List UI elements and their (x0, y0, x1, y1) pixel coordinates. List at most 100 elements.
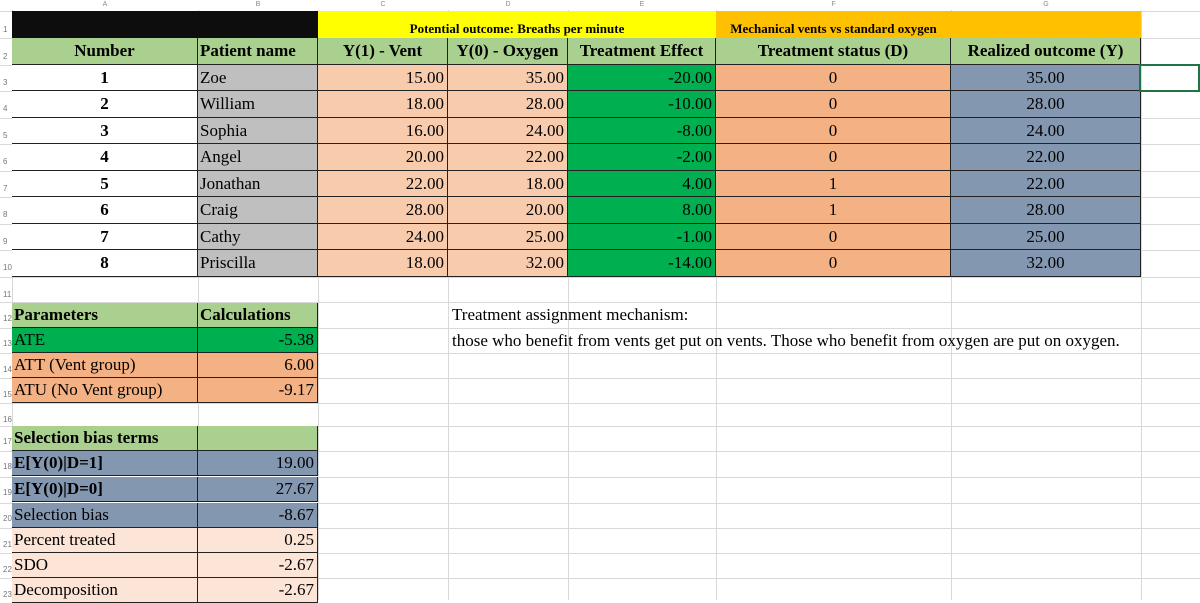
patient-name[interactable]: Angel (198, 144, 318, 171)
treatment-effect-value[interactable]: -14.00 (568, 250, 716, 277)
treatment-effect-value[interactable]: -2.00 (568, 144, 716, 171)
patient-number[interactable]: 5 (12, 171, 198, 197)
row-number[interactable]: 17 (3, 437, 12, 446)
row-number[interactable]: 3 (3, 78, 8, 87)
treatment-effect-value[interactable]: 8.00 (568, 197, 716, 224)
treatment-status-value[interactable]: 0 (716, 65, 951, 91)
treatment-mechanism-description[interactable]: those who benefit from vents get put on … (452, 331, 1120, 350)
row-number[interactable]: 5 (3, 131, 8, 140)
number-column-title[interactable]: Number (12, 38, 198, 65)
treatment-status-value[interactable]: 0 (716, 224, 951, 250)
row-number[interactable]: 12 (3, 314, 12, 323)
y0-oxygen-column-title[interactable]: Y(0) - Oxygen (448, 38, 568, 65)
realized-outcome-column-title[interactable]: Realized outcome (Y) (951, 38, 1141, 65)
row-number[interactable]: 15 (3, 390, 12, 399)
row-number[interactable]: 8 (3, 210, 8, 219)
ey0-d1-value[interactable]: 19.00 (198, 451, 318, 476)
atu-value[interactable]: -9.17 (198, 378, 318, 403)
treatment-effect-value[interactable]: -20.00 (568, 65, 716, 91)
row-number[interactable]: 19 (3, 488, 12, 497)
ate-label[interactable]: ATE (12, 328, 198, 353)
treatment-status-column-title[interactable]: Treatment status (D) (716, 38, 951, 65)
row-number[interactable]: 16 (3, 415, 12, 424)
column-header-c[interactable]: C (380, 1, 386, 8)
realized-outcome-value[interactable]: 35.00 (951, 65, 1141, 91)
y1-value[interactable]: 20.00 (318, 144, 448, 171)
y0-value[interactable]: 32.00 (448, 250, 568, 277)
y0-value[interactable]: 25.00 (448, 224, 568, 250)
realized-outcome-value[interactable]: 28.00 (951, 197, 1141, 224)
column-header-a[interactable]: A (102, 1, 108, 8)
att-label[interactable]: ATT (Vent group) (12, 353, 198, 378)
selection-bias-header[interactable]: Selection bias terms (12, 426, 198, 451)
treatment-effect-value[interactable]: -10.00 (568, 91, 716, 118)
y0-value[interactable]: 28.00 (448, 91, 568, 118)
patient-name[interactable]: Craig (198, 197, 318, 224)
row-number[interactable]: 9 (3, 237, 8, 246)
selected-cell[interactable] (1139, 64, 1200, 92)
header-orange-cell[interactable] (951, 11, 1141, 38)
treatment-status-value[interactable]: 1 (716, 171, 951, 197)
patient-name[interactable]: Zoe (198, 65, 318, 91)
att-value[interactable]: 6.00 (198, 353, 318, 378)
column-header-f[interactable]: F (831, 1, 836, 8)
y1-value[interactable]: 28.00 (318, 197, 448, 224)
patient-number[interactable]: 8 (12, 250, 198, 277)
patient-number[interactable]: 7 (12, 224, 198, 250)
y0-value[interactable]: 35.00 (448, 65, 568, 91)
y1-vent-column-title[interactable]: Y(1) - Vent (318, 38, 448, 65)
sdo-label[interactable]: SDO (12, 553, 198, 578)
row-number[interactable]: 7 (3, 184, 8, 193)
realized-outcome-value[interactable]: 24.00 (951, 118, 1141, 144)
y0-value[interactable]: 18.00 (448, 171, 568, 197)
row-number[interactable]: 4 (3, 104, 8, 113)
treatment-effect-value[interactable]: -1.00 (568, 224, 716, 250)
row-number[interactable]: 22 (3, 565, 12, 574)
treatment-status-value[interactable]: 0 (716, 250, 951, 277)
row-number[interactable]: 21 (3, 540, 12, 549)
row-number[interactable]: 1 (3, 25, 8, 34)
y1-value[interactable]: 22.00 (318, 171, 448, 197)
column-header-d[interactable]: D (505, 1, 511, 8)
y0-value[interactable]: 22.00 (448, 144, 568, 171)
row-number[interactable]: 2 (3, 52, 8, 61)
treatment-mechanism-title[interactable]: Treatment assignment mechanism: (452, 305, 689, 324)
treatment-effect-column-title[interactable]: Treatment Effect (568, 38, 716, 65)
selection-bias-header-empty[interactable] (198, 426, 318, 451)
calculations-header[interactable]: Calculations (198, 303, 318, 328)
treatment-status-value[interactable]: 0 (716, 144, 951, 171)
ey0-d0-label[interactable]: E[Y(0)|D=0] (12, 477, 198, 502)
patient-number[interactable]: 3 (12, 118, 198, 144)
treatment-effect-value[interactable]: -8.00 (568, 118, 716, 144)
mechanical-vents-header[interactable]: Mechanical vents vs standard oxygen (716, 11, 951, 38)
percent-treated-value[interactable]: 0.25 (198, 528, 318, 553)
patient-number[interactable]: 1 (12, 65, 198, 91)
selection-bias-value[interactable]: -8.67 (198, 503, 318, 528)
patient-number[interactable]: 2 (12, 91, 198, 118)
patient-name-column-title[interactable]: Patient name (198, 38, 318, 65)
row-number[interactable]: 6 (3, 157, 8, 166)
ate-value[interactable]: -5.38 (198, 328, 318, 353)
ey0-d1-label[interactable]: E[Y(0)|D=1] (12, 451, 198, 476)
realized-outcome-value[interactable]: 32.00 (951, 250, 1141, 277)
patient-number[interactable]: 4 (12, 144, 198, 171)
realized-outcome-value[interactable]: 28.00 (951, 91, 1141, 118)
row-number[interactable]: 20 (3, 514, 12, 523)
decomposition-value[interactable]: -2.67 (198, 578, 318, 603)
column-header-g[interactable]: G (1043, 1, 1049, 8)
patient-name[interactable]: Jonathan (198, 171, 318, 197)
y1-value[interactable]: 24.00 (318, 224, 448, 250)
y1-value[interactable]: 15.00 (318, 65, 448, 91)
percent-treated-label[interactable]: Percent treated (12, 528, 198, 553)
sdo-value[interactable]: -2.67 (198, 553, 318, 578)
potential-outcome-header[interactable]: Potential outcome: Breaths per minute (318, 11, 716, 38)
y1-value[interactable]: 18.00 (318, 250, 448, 277)
column-header-b[interactable]: B (255, 1, 261, 8)
decomposition-label[interactable]: Decomposition (12, 578, 198, 603)
y1-value[interactable]: 18.00 (318, 91, 448, 118)
treatment-status-value[interactable]: 1 (716, 197, 951, 224)
patient-name[interactable]: Priscilla (198, 250, 318, 277)
y0-value[interactable]: 20.00 (448, 197, 568, 224)
selection-bias-label[interactable]: Selection bias (12, 503, 198, 528)
